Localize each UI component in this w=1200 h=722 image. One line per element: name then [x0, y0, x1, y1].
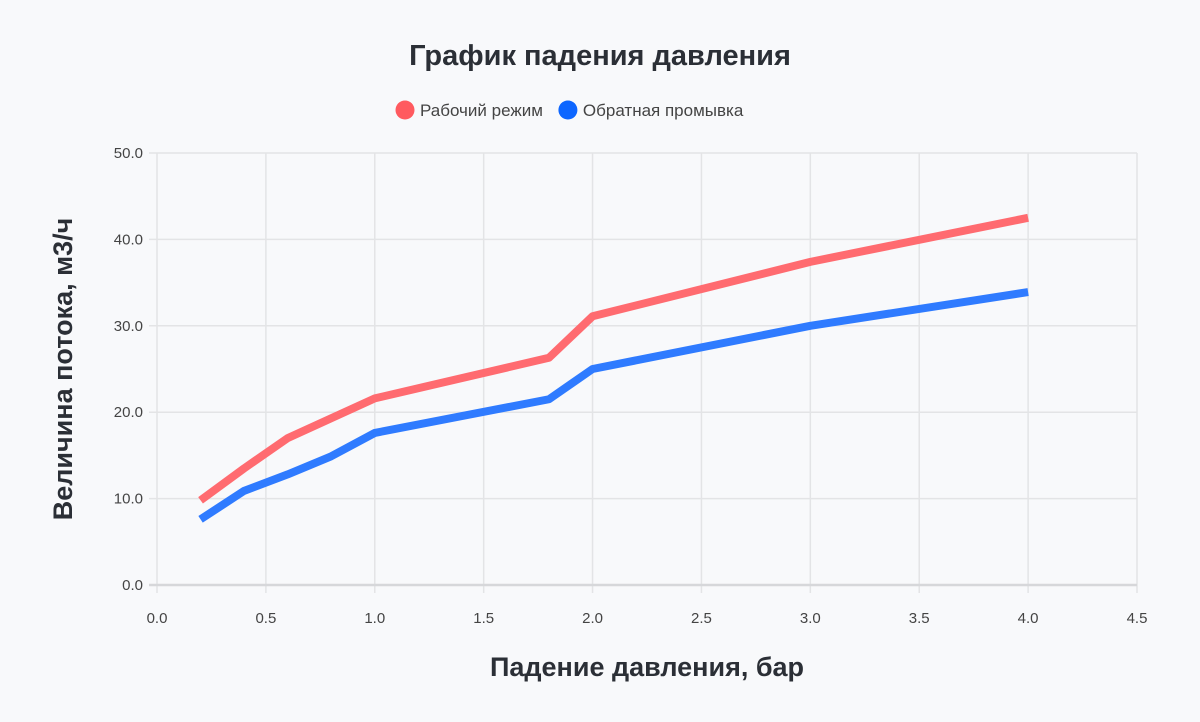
- x-tick-label: 3.5: [909, 610, 930, 627]
- y-tick-label: 30.0: [114, 318, 143, 335]
- x-tick-label: 3.0: [800, 610, 821, 627]
- legend-label: Рабочий режим: [420, 101, 543, 120]
- legend-label: Обратная промывка: [583, 101, 744, 120]
- series-line-1: [198, 288, 1029, 523]
- chart-title: График падения давления: [409, 40, 791, 72]
- x-tick-label: 0.0: [147, 610, 168, 627]
- x-tick-label: 4.5: [1127, 610, 1148, 627]
- y-tick-label: 0.0: [122, 577, 143, 594]
- y-axis-label: Величина потока, м3/ч: [48, 218, 78, 521]
- y-tick-label: 50.0: [114, 145, 143, 162]
- legend: Рабочий режим Обратная промывка: [395, 100, 744, 120]
- x-axis-label: Падение давления, бар: [490, 652, 804, 682]
- y-tick-label: 40.0: [114, 231, 143, 248]
- y-tick-label: 20.0: [114, 404, 143, 421]
- x-tick-label: 1.5: [473, 610, 494, 627]
- x-tick-label: 2.5: [691, 610, 712, 627]
- x-tick-label: 2.0: [582, 610, 603, 627]
- x-tick-label: 1.0: [364, 610, 385, 627]
- legend-item: Обратная промывка: [558, 100, 744, 120]
- legend-marker: [395, 100, 415, 120]
- x-tick-label: 0.5: [255, 610, 276, 627]
- grid: [149, 152, 1138, 593]
- legend-marker: [558, 100, 578, 120]
- series-line-0: [198, 213, 1029, 504]
- y-tick-label: 10.0: [114, 491, 143, 508]
- series-lines: [198, 213, 1029, 523]
- x-tick-label: 4.0: [1018, 610, 1039, 627]
- legend-item: Рабочий режим: [395, 100, 543, 120]
- tick-labels: 0.0 0.5 1.0 1.5 2.0 2.5 3.0 3.5 4.0 4.5 0.0 10.0 20.…: [114, 145, 1148, 627]
